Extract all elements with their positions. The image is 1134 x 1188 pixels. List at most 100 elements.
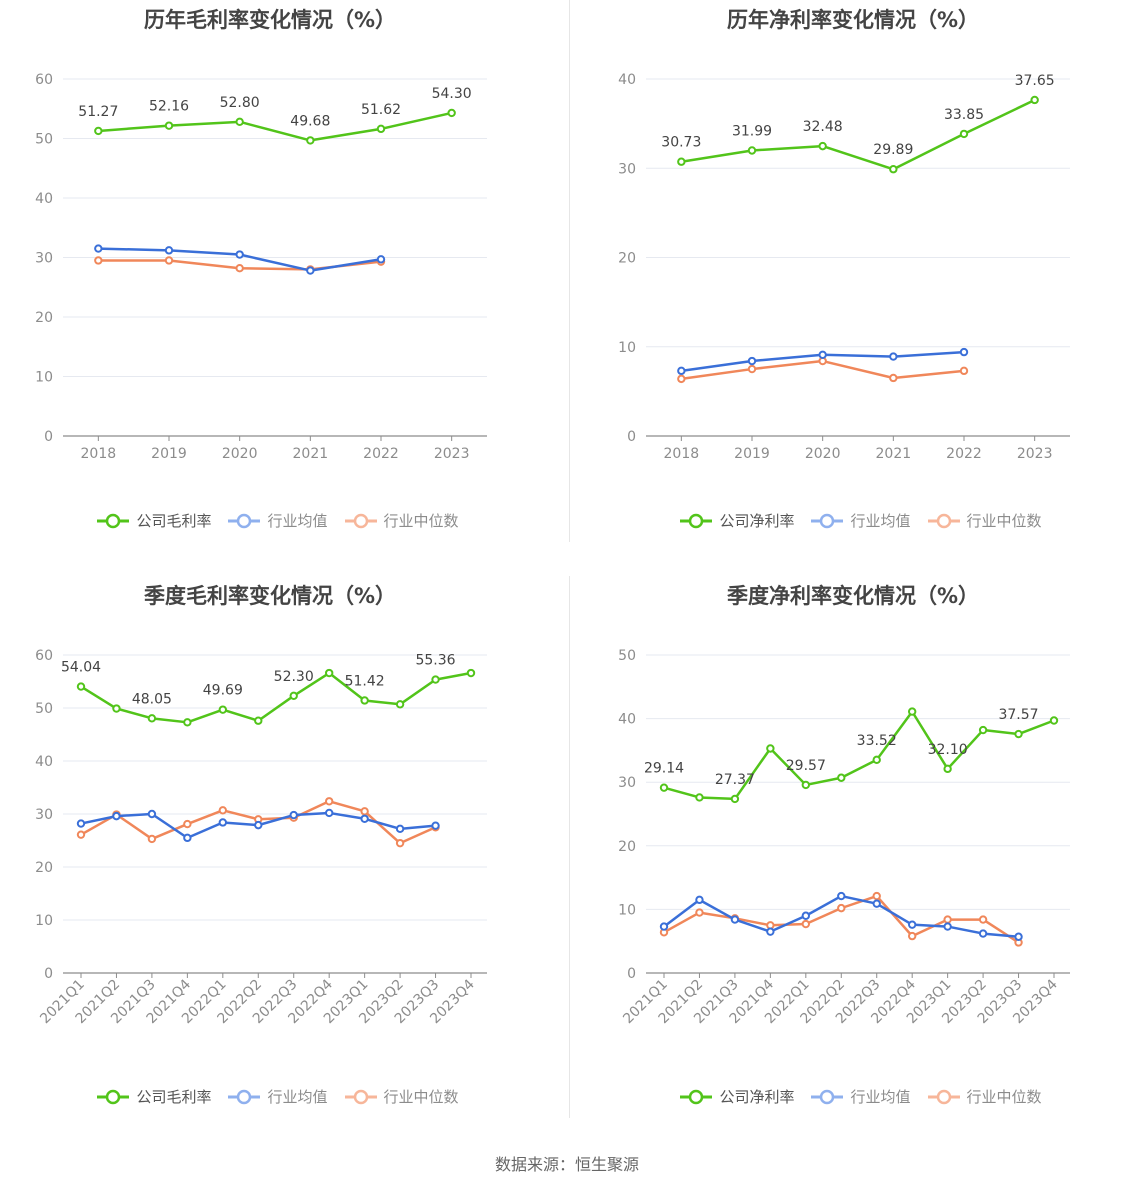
x-tick-label: 2021 xyxy=(876,446,912,462)
data-point-company xyxy=(730,794,740,804)
legend-average-marker-icon xyxy=(228,513,261,528)
data-point-company xyxy=(76,682,86,691)
data-label: 30.73 xyxy=(661,135,701,151)
data-point-company xyxy=(360,696,369,705)
data-label: 29.14 xyxy=(644,761,684,777)
legend-label: 公司毛利率 xyxy=(136,1088,212,1106)
chart-legend: 公司净利率 行业均值 行业中位数 xyxy=(583,1086,1134,1107)
data-point-industry-median xyxy=(747,364,757,374)
data-point-company xyxy=(1014,729,1023,739)
data-point-company xyxy=(147,714,157,723)
data-point-company xyxy=(659,783,669,792)
x-tick-label: 2018 xyxy=(664,446,700,462)
legend-label: 行业中位数 xyxy=(966,1088,1042,1106)
y-tick-label: 40 xyxy=(35,191,53,207)
data-point-company xyxy=(183,718,192,727)
y-tick-label: 30 xyxy=(618,775,636,791)
chart-title: 历年净利率变化情况（%） xyxy=(726,8,980,32)
data-point-industry-average xyxy=(1014,932,1023,941)
data-point-company xyxy=(695,793,704,802)
data-point-industry-average xyxy=(76,819,86,828)
data-label: 49.69 xyxy=(203,683,243,699)
data-point-industry-median xyxy=(94,256,103,265)
y-tick-label: 10 xyxy=(618,902,636,918)
y-tick-label: 30 xyxy=(35,251,53,267)
data-label: 33.85 xyxy=(944,107,984,123)
chart-plot: 010203040502021Q12021Q22021Q32021Q42022Q… xyxy=(618,648,1070,1027)
y-tick-label: 50 xyxy=(35,701,53,717)
data-point-industry-average xyxy=(431,821,440,830)
data-label: 52.80 xyxy=(220,95,260,111)
legend-item-industry-average[interactable]: 行业均值 xyxy=(810,1086,911,1107)
data-point-industry-average xyxy=(695,895,704,905)
legend-item-industry-average[interactable]: 行业均值 xyxy=(810,510,911,531)
legend-item-company[interactable]: 公司毛利率 xyxy=(96,510,211,531)
data-point-industry-average xyxy=(889,352,898,361)
legend-item-company[interactable]: 公司净利率 xyxy=(679,510,794,531)
data-point-company xyxy=(94,126,103,136)
y-tick-label: 30 xyxy=(618,161,636,177)
data-point-industry-average xyxy=(112,811,121,821)
legend-item-industry-median[interactable]: 行业中位数 xyxy=(927,510,1042,531)
legend-company-marker-icon xyxy=(680,513,713,528)
legend-item-industry-median[interactable]: 行业中位数 xyxy=(927,1086,1042,1107)
legend-median-marker-icon xyxy=(927,513,960,528)
data-point-industry-median xyxy=(978,915,988,924)
legend-label: 公司毛利率 xyxy=(136,512,212,530)
legend-item-industry-median[interactable]: 行业中位数 xyxy=(344,510,459,531)
data-point-industry-average xyxy=(306,266,315,275)
data-point-company xyxy=(112,704,121,713)
x-tick-label: 2019 xyxy=(151,446,187,462)
data-point-company xyxy=(376,124,386,134)
data-label: 32.10 xyxy=(928,742,968,758)
data-point-industry-median xyxy=(324,797,334,806)
legend-item-company[interactable]: 公司毛利率 xyxy=(96,1086,211,1107)
data-point-company xyxy=(943,764,952,774)
data-label: 33.52 xyxy=(857,733,897,749)
data-point-industry-median xyxy=(395,838,405,848)
y-tick-label: 20 xyxy=(35,860,53,876)
y-tick-label: 20 xyxy=(618,839,636,855)
data-point-industry-median xyxy=(959,366,969,376)
data-point-company xyxy=(978,725,988,735)
data-point-industry-average xyxy=(837,891,846,901)
x-tick-label: 2018 xyxy=(81,446,117,462)
y-tick-label: 60 xyxy=(35,72,53,88)
x-tick-label: 2022 xyxy=(363,446,399,462)
legend-item-industry-median[interactable]: 行业中位数 xyxy=(344,1086,459,1107)
x-tick-label: 2020 xyxy=(805,446,841,462)
legend-label: 公司净利率 xyxy=(719,512,795,530)
y-tick-label: 10 xyxy=(35,913,53,929)
data-point-company xyxy=(235,117,244,127)
data-point-company xyxy=(447,108,456,118)
legend-label: 行业中位数 xyxy=(383,1088,459,1106)
data-point-industry-average xyxy=(747,356,757,366)
x-tick-label: 2023 xyxy=(434,446,470,462)
x-tick-label: 2020 xyxy=(222,446,258,462)
chart-legend: 公司净利率 行业均值 行业中位数 xyxy=(583,510,1134,531)
data-point-company xyxy=(837,773,846,782)
y-tick-label: 40 xyxy=(35,754,53,770)
data-point-industry-average xyxy=(183,833,192,843)
data-point-company xyxy=(1049,716,1059,725)
legend-median-marker-icon xyxy=(927,1089,960,1104)
x-tick-label: 2021 xyxy=(293,446,329,462)
data-point-industry-average xyxy=(872,899,881,908)
data-point-industry-median xyxy=(164,256,174,265)
y-tick-label: 40 xyxy=(618,72,636,88)
legend-item-industry-average[interactable]: 行业均值 xyxy=(227,1086,328,1107)
y-tick-label: 0 xyxy=(627,966,636,982)
data-point-industry-average xyxy=(324,808,334,818)
data-point-industry-median xyxy=(872,891,881,901)
legend-item-company[interactable]: 公司净利率 xyxy=(679,1086,794,1107)
data-point-company xyxy=(889,165,898,174)
data-point-industry-average xyxy=(254,820,263,830)
data-point-company xyxy=(747,146,757,155)
data-point-industry-average xyxy=(360,814,369,823)
x-tick-label: 2023 xyxy=(1017,446,1053,462)
data-point-industry-median xyxy=(218,806,228,815)
legend-item-industry-average[interactable]: 行业均值 xyxy=(227,510,328,531)
y-tick-label: 10 xyxy=(618,340,636,356)
legend-company-marker-icon xyxy=(97,513,130,528)
data-point-company xyxy=(254,716,263,725)
